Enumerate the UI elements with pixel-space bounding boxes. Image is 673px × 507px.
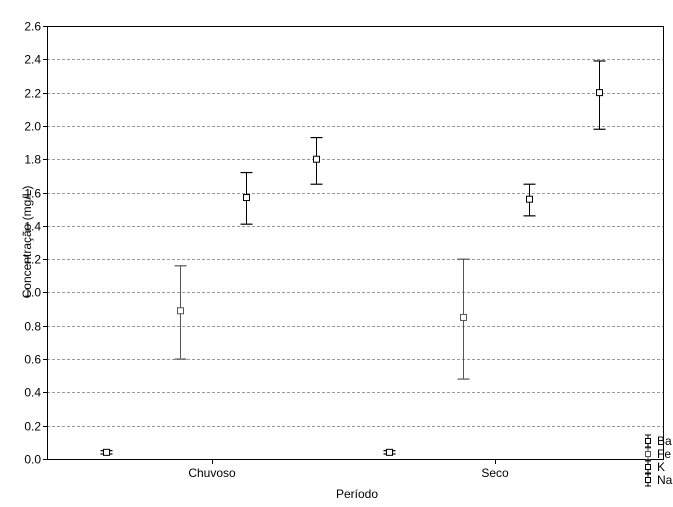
y-tick-label: 1.4	[24, 220, 41, 234]
data-point	[460, 313, 467, 321]
data-point	[177, 307, 184, 315]
data-point	[596, 89, 603, 97]
data-point	[526, 195, 533, 203]
legend-icon-marker	[645, 438, 651, 444]
y-tick-label: 1.8	[24, 153, 41, 167]
legend-icon-marker	[645, 451, 651, 457]
y-tick-label: 0.6	[24, 353, 41, 367]
data-point	[243, 194, 250, 202]
grid-layer	[47, 59, 663, 427]
y-tick-label: 0.0	[24, 453, 41, 467]
legend-label: Na	[657, 473, 673, 487]
legend-icon-marker	[645, 464, 651, 470]
legend-icon-marker	[645, 477, 651, 483]
x-tick-label: Seco	[481, 466, 509, 480]
y-tick-label: 2.4	[24, 53, 41, 67]
y-tick-label: 1.6	[24, 187, 41, 201]
legend-label: Ba	[657, 434, 672, 448]
data-point	[103, 448, 110, 456]
x-axis-title: Período	[336, 487, 378, 501]
legend-label: Fe	[657, 447, 671, 461]
y-tick-label: 0.2	[24, 420, 41, 434]
y-tick-label: 0.4	[24, 386, 41, 400]
data-point	[386, 448, 393, 456]
labels-layer: Período Concentração (mg/L)	[20, 186, 378, 501]
y-tick-label: 0.8	[24, 320, 41, 334]
plot-frame	[47, 26, 664, 460]
y-tick-label: 1.0	[24, 286, 41, 300]
y-tick-label: 2.0	[24, 120, 41, 134]
y-tick-label: 2.2	[24, 87, 41, 101]
axes-layer: 0.0 0.2 0.4 0.6 0.8 1.0 1.2 1.4 1.6 1.8 2.0 2.2 2.4 2…	[24, 20, 664, 480]
data-point	[313, 155, 320, 163]
y-tick-label: 1.2	[24, 253, 41, 267]
y-tick-label: 2.6	[24, 20, 41, 34]
legend-label: K	[657, 460, 665, 474]
y-axis-title: Concentração (mg/L)	[20, 186, 34, 299]
data-layer	[100, 60, 606, 456]
x-tick-label: Chuvoso	[188, 466, 236, 480]
